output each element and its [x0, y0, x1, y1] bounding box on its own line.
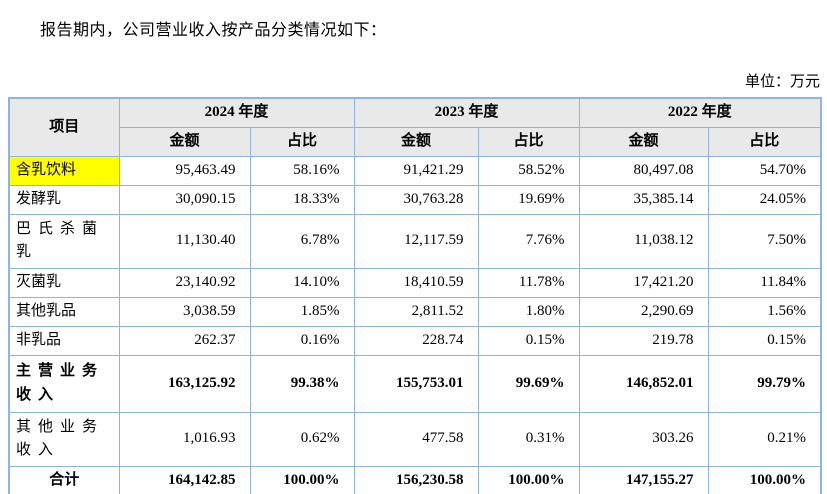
cell-2024-amount: 1,016.93 — [118, 411, 251, 467]
cell-2024-ratio: 6.78% — [249, 213, 355, 269]
cell-2024-amount: 95,463.49 — [118, 155, 251, 186]
row-label: 其他业务收入 — [8, 411, 120, 467]
header-2023-ratio: 占比 — [477, 126, 580, 157]
table-row-pasteurized-milk: 巴氏杀菌乳 11,130.40 6.78% 12,117.59 7.76% 11… — [8, 213, 822, 269]
cell-2023-amount: 2,811.52 — [353, 296, 479, 327]
cell-2022-amount: 2,290.69 — [578, 296, 709, 327]
header-2024-amount: 金额 — [118, 126, 251, 157]
cell-2023-amount: 30,763.28 — [353, 184, 479, 215]
header-year-2023: 2023 年度 — [353, 97, 580, 128]
cell-2022-ratio: 7.50% — [707, 213, 822, 269]
table-row-main-business-revenue: 主营业务收入 163,125.92 99.38% 155,753.01 99.6… — [8, 354, 822, 413]
cell-2023-ratio: 19.69% — [477, 184, 580, 215]
cell-2022-ratio: 24.05% — [707, 184, 822, 215]
cell-2022-amount: 35,385.14 — [578, 184, 709, 215]
cell-2022-amount: 303.26 — [578, 411, 709, 467]
cell-2023-ratio: 1.80% — [477, 296, 580, 327]
cell-2023-amount: 155,753.01 — [353, 354, 479, 413]
row-label: 发酵乳 — [8, 184, 120, 215]
cell-2024-ratio: 0.62% — [249, 411, 355, 467]
cell-2024-ratio: 0.16% — [249, 325, 355, 356]
cell-2023-amount: 156,230.58 — [353, 465, 479, 494]
cell-2023-amount: 12,117.59 — [353, 213, 479, 269]
cell-2022-ratio: 11.84% — [707, 267, 822, 298]
header-row-years: 项目 2024 年度 2023 年度 2022 年度 — [8, 97, 822, 157]
cell-2023-ratio: 7.76% — [477, 213, 580, 269]
cell-2024-amount: 30,090.15 — [118, 184, 251, 215]
unit-label: 单位：万元 — [744, 74, 820, 90]
table-row-non-dairy: 非乳品 262.37 0.16% 228.74 0.15% 219.78 0.1… — [8, 325, 822, 356]
cell-2023-ratio: 11.78% — [477, 267, 580, 298]
cell-2022-ratio: 0.15% — [707, 325, 822, 356]
table-row-other-dairy: 其他乳品 3,038.59 1.85% 2,811.52 1.80% 2,290… — [8, 296, 822, 327]
cell-2023-ratio: 0.15% — [477, 325, 580, 356]
revenue-by-product-table: 项目 2024 年度 2023 年度 2022 年度 金额 占比 金额 占比 金… — [8, 97, 823, 494]
cell-2024-ratio: 14.10% — [249, 267, 355, 298]
cell-2024-ratio: 1.85% — [249, 296, 355, 327]
cell-2023-amount: 91,421.29 — [353, 155, 479, 186]
table-row-total: 合计 164,142.85 100.00% 156,230.58 100.00%… — [8, 465, 822, 494]
table-row-sterilized-milk: 灭菌乳 23,140.92 14.10% 18,410.59 11.78% 17… — [8, 267, 822, 298]
intro-text: 报告期内，公司营业收入按产品分类情况如下： — [40, 22, 387, 39]
cell-2023-ratio: 100.00% — [477, 465, 580, 494]
table-row-dairy-beverages: 含乳饮料 95,463.49 58.16% 91,421.29 58.52% 8… — [8, 155, 822, 186]
cell-2022-amount: 219.78 — [578, 325, 709, 356]
cell-2023-ratio: 99.69% — [477, 354, 580, 413]
header-2022-ratio: 占比 — [707, 126, 822, 157]
header-year-2024: 2024 年度 — [118, 97, 355, 128]
header-year-2022: 2022 年度 — [578, 97, 822, 128]
row-label: 灭菌乳 — [8, 267, 120, 298]
cell-2022-ratio: 0.21% — [707, 411, 822, 467]
row-label-highlighted: 含乳饮料 — [8, 155, 120, 186]
header-2022-amount: 金额 — [578, 126, 709, 157]
header-2023-amount: 金额 — [353, 126, 479, 157]
cell-2022-ratio: 54.70% — [707, 155, 822, 186]
header-2024-ratio: 占比 — [249, 126, 355, 157]
header-item: 项目 — [8, 97, 120, 157]
row-label: 非乳品 — [8, 325, 120, 356]
cell-2024-amount: 11,130.40 — [118, 213, 251, 269]
cell-2022-amount: 146,852.01 — [578, 354, 709, 413]
header-row-measures: 金额 占比 金额 占比 金额 占比 — [9, 126, 822, 157]
cell-2024-amount: 23,140.92 — [118, 267, 251, 298]
cell-2024-ratio: 18.33% — [249, 184, 355, 215]
cell-2022-ratio: 99.79% — [707, 354, 822, 413]
cell-2022-amount: 11,038.12 — [578, 213, 709, 269]
cell-2023-ratio: 58.52% — [477, 155, 580, 186]
cell-2024-amount: 164,142.85 — [118, 465, 251, 494]
cell-2024-amount: 3,038.59 — [118, 296, 251, 327]
cell-2024-ratio: 58.16% — [249, 155, 355, 186]
cell-2024-ratio: 100.00% — [249, 465, 355, 494]
row-label: 其他乳品 — [8, 296, 120, 327]
row-label: 主营业务收入 — [8, 354, 120, 413]
cell-2023-amount: 18,410.59 — [353, 267, 479, 298]
cell-2024-amount: 262.37 — [118, 325, 251, 356]
cell-2023-ratio: 0.31% — [477, 411, 580, 467]
cell-2022-amount: 80,497.08 — [578, 155, 709, 186]
cell-2022-ratio: 100.00% — [707, 465, 822, 494]
cell-2022-ratio: 1.56% — [707, 296, 822, 327]
table-row-fermented-milk: 发酵乳 30,090.15 18.33% 30,763.28 19.69% 35… — [8, 184, 822, 215]
cell-2022-amount: 147,155.27 — [578, 465, 709, 494]
cell-2024-amount: 163,125.92 — [118, 354, 251, 413]
cell-2023-amount: 228.74 — [353, 325, 479, 356]
cell-2023-amount: 477.58 — [353, 411, 479, 467]
row-label: 巴氏杀菌乳 — [8, 213, 120, 269]
row-label-total: 合计 — [8, 465, 120, 494]
cell-2022-amount: 17,421.20 — [578, 267, 709, 298]
cell-2024-ratio: 99.38% — [249, 354, 355, 413]
table-row-other-business-revenue: 其他业务收入 1,016.93 0.62% 477.58 0.31% 303.2… — [8, 411, 822, 467]
